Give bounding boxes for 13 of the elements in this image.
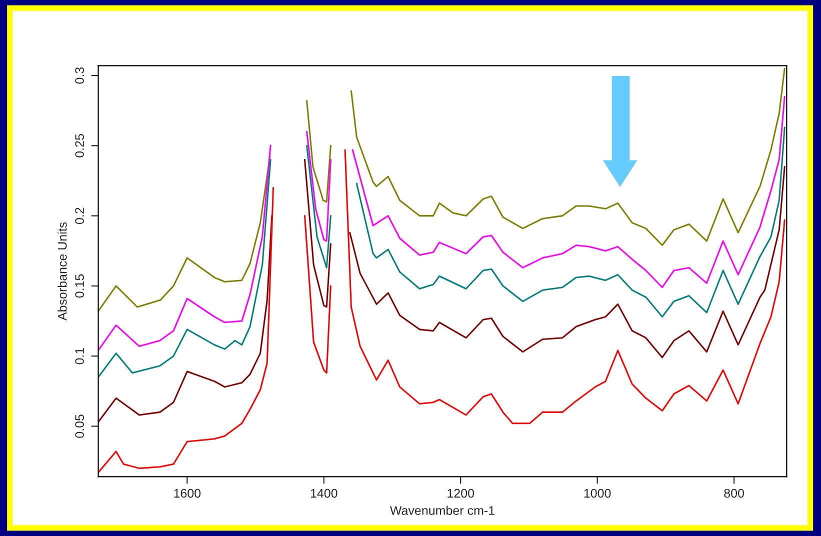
x-tick-label: 800 [724, 488, 744, 498]
x-tick-label: 1200 [448, 488, 474, 498]
y-tick-label: 0.2 [75, 208, 84, 224]
y-tick-label: 0.1 [75, 348, 84, 364]
y-tick-label: 0.25 [75, 134, 84, 158]
y-tick-label: 0.15 [75, 274, 84, 298]
x-axis-title: Wavenumber cm-1 [390, 506, 494, 515]
y-tick-label: 0.3 [75, 67, 84, 84]
x-tick-label: 1600 [174, 488, 201, 498]
x-tick-label: 1400 [310, 488, 338, 498]
y-axis-title: Absorbance Units [58, 222, 67, 321]
x-tick-label: 1000 [584, 488, 611, 498]
y-tick-label: 0.05 [75, 414, 84, 438]
